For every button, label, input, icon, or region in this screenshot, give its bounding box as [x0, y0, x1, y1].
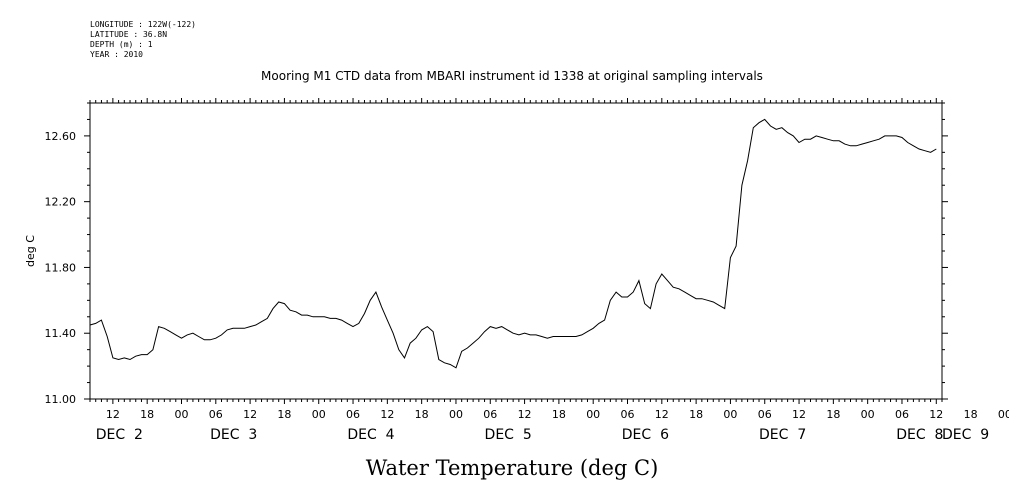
y-tick-label: 11.00 [45, 393, 77, 406]
y-tick-label: 12.60 [45, 130, 77, 143]
chart-title: Mooring M1 CTD data from MBARI instrumen… [261, 69, 763, 83]
x-tick-label: 00 [723, 408, 737, 421]
x-tick-label: 12 [929, 408, 943, 421]
x-tick-label: 06 [621, 408, 635, 421]
y-tick-label: 12.20 [45, 196, 77, 209]
day-label: DEC 5 [485, 427, 532, 443]
plot-frame [89, 102, 943, 400]
x-tick-label: 06 [758, 408, 772, 421]
day-label: DEC 8 [896, 427, 943, 443]
day-label: DEC 7 [759, 427, 806, 443]
metadata-block: LONGITUDE : 122W(-122) LATITUDE : 36.8N … [90, 20, 196, 60]
y-axis-label: deg C [24, 235, 37, 267]
x-tick-label: 06 [895, 408, 909, 421]
latitude-label: LATITUDE : 36.8N [90, 30, 168, 39]
x-tick-label: 06 [483, 408, 497, 421]
x-tick-label: 18 [277, 408, 291, 421]
x-tick-label: 18 [826, 408, 840, 421]
x-tick-label: 06 [346, 408, 360, 421]
x-tick-label: 00 [174, 408, 188, 421]
day-label: DEC 3 [210, 427, 257, 443]
x-tick-label: 12 [792, 408, 806, 421]
x-tick-label: 00 [312, 408, 326, 421]
x-tick-label: 18 [964, 408, 978, 421]
axis-ticks [84, 98, 948, 404]
y-tick-label: 11.80 [45, 261, 77, 274]
x-tick-label: 12 [380, 408, 394, 421]
longitude-label: LONGITUDE : 122W(-122) [90, 20, 196, 29]
day-label: DEC 6 [622, 427, 669, 443]
x-tick-labels: 12 18 00 06 12 18 00 06 12 18 00 06 12 18 00 06 12 18 00 06… [106, 408, 1009, 421]
x-tick-label: 18 [552, 408, 566, 421]
y-tick-labels: 11.00 11.40 11.80 12.20 12.60 [45, 130, 77, 406]
x-tick-label: 12 [106, 408, 120, 421]
day-label: DEC 2 [96, 427, 143, 443]
x-tick-label: 00 [998, 408, 1009, 421]
x-tick-label: 18 [140, 408, 154, 421]
x-tick-label: 00 [861, 408, 875, 421]
depth-label: DEPTH (m) : 1 [90, 40, 153, 49]
x-tick-label: 00 [449, 408, 463, 421]
day-label: DEC 9 [942, 427, 989, 443]
x-tick-label: 00 [586, 408, 600, 421]
x-tick-label: 06 [209, 408, 223, 421]
y-tick-label: 11.40 [45, 327, 77, 340]
x-tick-label: 18 [689, 408, 703, 421]
year-label: YEAR : 2010 [90, 50, 143, 59]
x-tick-label: 12 [243, 408, 257, 421]
day-label: DEC 4 [347, 427, 394, 443]
water-temperature-line [89, 118, 937, 369]
x-tick-label: 18 [415, 408, 429, 421]
x-tick-label: 12 [655, 408, 669, 421]
x-axis-title: Water Temperature (deg C) [366, 456, 659, 480]
x-tick-label: 12 [518, 408, 532, 421]
